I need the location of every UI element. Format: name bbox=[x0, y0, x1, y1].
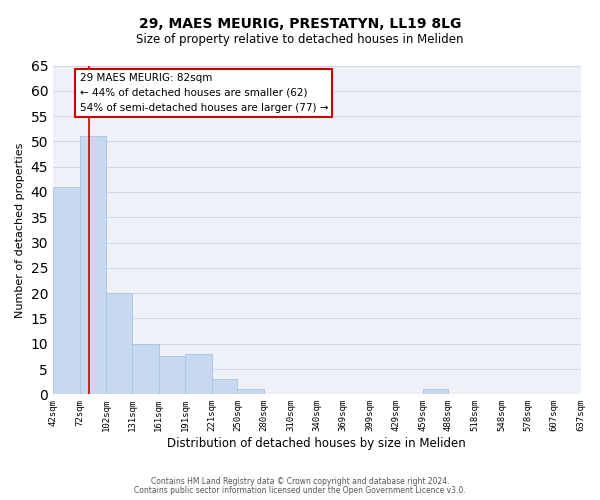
Bar bbox=[185, 354, 212, 395]
Bar bbox=[53, 187, 80, 394]
Text: Size of property relative to detached houses in Meliden: Size of property relative to detached ho… bbox=[136, 32, 464, 46]
Bar bbox=[238, 390, 264, 394]
Bar bbox=[132, 344, 158, 394]
Text: 29, MAES MEURIG, PRESTATYN, LL19 8LG: 29, MAES MEURIG, PRESTATYN, LL19 8LG bbox=[139, 18, 461, 32]
X-axis label: Distribution of detached houses by size in Meliden: Distribution of detached houses by size … bbox=[167, 437, 466, 450]
Text: 29 MAES MEURIG: 82sqm
← 44% of detached houses are smaller (62)
54% of semi-deta: 29 MAES MEURIG: 82sqm ← 44% of detached … bbox=[80, 73, 328, 112]
Bar bbox=[581, 390, 600, 394]
Bar bbox=[106, 293, 132, 394]
Bar bbox=[212, 379, 238, 394]
Text: Contains HM Land Registry data © Crown copyright and database right 2024.: Contains HM Land Registry data © Crown c… bbox=[151, 477, 449, 486]
Bar bbox=[80, 136, 106, 394]
Bar bbox=[158, 356, 185, 395]
Y-axis label: Number of detached properties: Number of detached properties bbox=[15, 142, 25, 318]
Bar bbox=[423, 390, 448, 394]
Text: Contains public sector information licensed under the Open Government Licence v3: Contains public sector information licen… bbox=[134, 486, 466, 495]
